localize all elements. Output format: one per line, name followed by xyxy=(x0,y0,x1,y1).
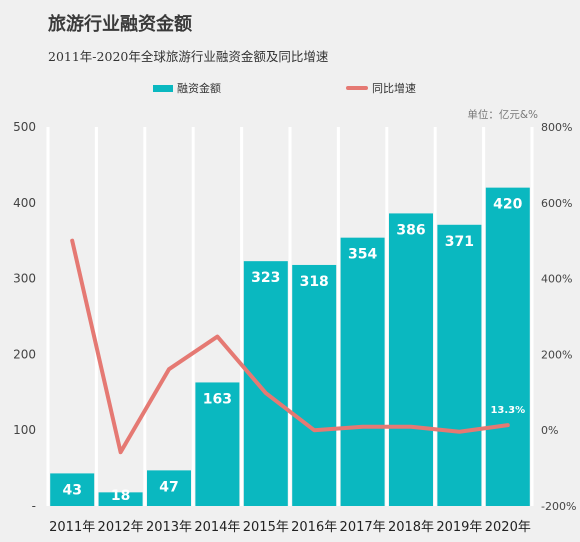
bar-label-0: 43 xyxy=(62,482,81,498)
bar-4 xyxy=(243,261,288,506)
x-tick-5: 2016年 xyxy=(291,520,337,535)
x-axis: 2011年 2012年 2013年 2014年 2015年 2016年 2017年 2018年… xyxy=(49,520,531,535)
x-tick-3: 2014年 xyxy=(194,520,240,535)
y-right-tick-0: -200% xyxy=(541,500,576,513)
bar-label-9: 420 xyxy=(493,197,522,213)
x-tick-6: 2017年 xyxy=(340,520,386,535)
bar-label-2: 47 xyxy=(159,479,178,495)
x-tick-8: 2019年 xyxy=(436,520,482,535)
chart-subtitle: 2011年-2020年全球旅游行业融资金额及同比增速 xyxy=(48,49,329,64)
x-tick-4: 2015年 xyxy=(243,520,289,535)
bar-1 xyxy=(98,492,143,506)
line-label-9: 13.3% xyxy=(490,405,525,416)
bar-label-4: 323 xyxy=(251,270,280,286)
legend-item-bar: 融资金额 xyxy=(153,80,221,96)
bar-label-3: 163 xyxy=(203,391,232,407)
legend-line-swatch xyxy=(346,86,368,90)
x-tick-1: 2012年 xyxy=(98,520,144,535)
grid-lines xyxy=(46,127,534,506)
y-left-tick-3: 300 xyxy=(13,272,36,286)
bar-label-7: 386 xyxy=(396,222,425,238)
legend: 融资金额 同比增速 xyxy=(0,80,580,96)
y-right-tick-3: 400% xyxy=(541,273,572,286)
y-axis-right: -200% 0% 200% 400% 600% 800% xyxy=(541,121,576,513)
y-left-tick-2: 200 xyxy=(13,347,36,361)
y-right-tick-5: 800% xyxy=(541,121,572,134)
line-series: 13.3% xyxy=(70,238,525,455)
y-left-tick-1: 100 xyxy=(13,423,36,437)
growth-line xyxy=(70,238,510,455)
chart-title: 旅游行业融资金额 xyxy=(48,14,192,35)
bar-3 xyxy=(195,382,240,506)
unit-label: 单位：亿元&% xyxy=(467,109,538,121)
bar-label-8: 371 xyxy=(445,234,474,250)
bar-0 xyxy=(50,473,95,506)
bar-6 xyxy=(340,237,385,506)
y-left-tick-5: 500 xyxy=(13,120,36,134)
bar-8 xyxy=(437,224,482,507)
y-right-tick-1: 0% xyxy=(541,424,558,437)
bar-2 xyxy=(147,470,191,506)
y-axis-left: - 100 200 300 400 500 xyxy=(13,120,36,513)
legend-bar-swatch xyxy=(153,84,173,92)
bar-labels: 43 18 47 163 323 318 354 386 371 420 xyxy=(62,197,522,504)
y-right-tick-4: 600% xyxy=(541,197,572,210)
y-left-tick-0: - xyxy=(32,499,36,513)
bar-7 xyxy=(389,213,433,507)
legend-bar-label: 融资金额 xyxy=(177,82,221,95)
bar-5 xyxy=(292,264,337,506)
bar-label-1: 18 xyxy=(111,488,130,504)
x-tick-7: 2018年 xyxy=(388,520,434,535)
x-tick-9: 2020年 xyxy=(485,520,531,535)
x-tick-0: 2011年 xyxy=(49,520,95,535)
bar-label-6: 354 xyxy=(348,247,377,263)
bar-label-5: 318 xyxy=(300,274,329,290)
legend-line-label: 同比增速 xyxy=(372,82,416,95)
legend-item-line: 同比增速 xyxy=(346,80,416,96)
y-right-tick-2: 200% xyxy=(541,348,572,361)
bar-series xyxy=(50,187,530,507)
y-left-tick-4: 400 xyxy=(13,196,36,210)
bar-9 xyxy=(485,187,530,506)
x-tick-2: 2013年 xyxy=(146,520,192,535)
